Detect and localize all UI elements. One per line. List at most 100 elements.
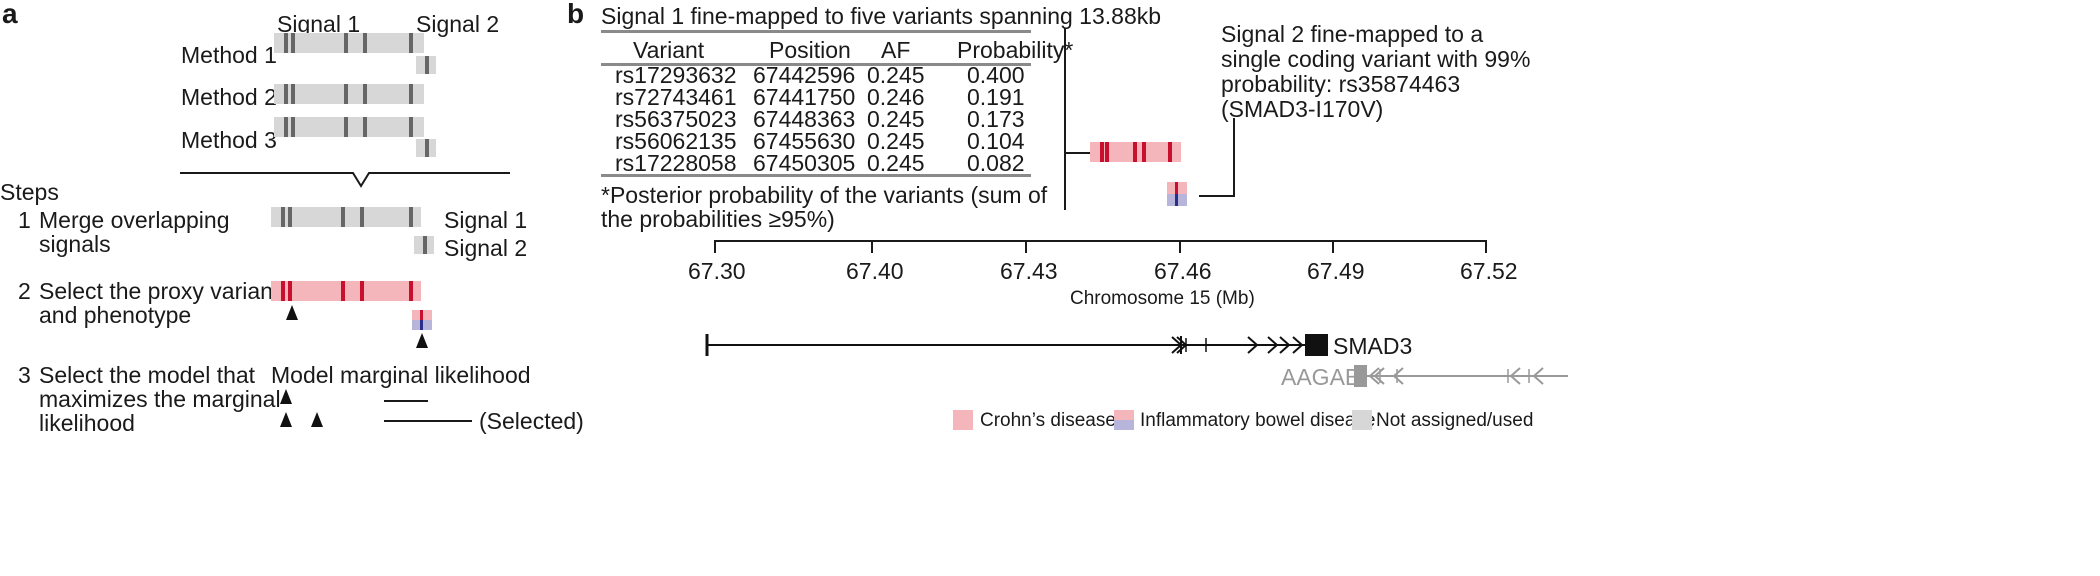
table-cell: 67442596	[753, 62, 856, 88]
table-cell: rs17228058	[615, 150, 737, 176]
legend-label-ibd: Inflammatory bowel disease	[1140, 410, 1376, 431]
table-cell: 0.245	[867, 62, 925, 88]
axis-tick-1	[714, 240, 716, 253]
proxy-signal2-bar	[412, 310, 432, 330]
col-variant: Variant	[633, 37, 705, 63]
method-1-signal2-bar	[416, 56, 436, 74]
table-cell: 67441750	[753, 84, 856, 110]
table-cell: 0.400	[967, 62, 1025, 88]
table-cell: 0.245	[867, 128, 925, 154]
table-row: rs17293632 67442596 0.245 0.400	[615, 62, 1077, 88]
table-cell: 0.191	[967, 84, 1025, 110]
signal2-header: Signal 2	[416, 11, 500, 37]
step-1-text-line2: signals	[39, 231, 111, 257]
table-cell: 0.173	[967, 106, 1025, 132]
table-title: Signal 1 fine-mapped to five variants sp…	[601, 3, 1162, 29]
merged-signal2-label: Signal 2	[444, 235, 528, 261]
axis-tick-label-1: 67.30	[688, 258, 746, 284]
table-row: rs72743461 67441750 0.246 0.191	[615, 84, 1077, 110]
proxy-marker-signal2	[416, 333, 428, 348]
col-af: AF	[881, 37, 911, 63]
merge-bracket	[180, 172, 510, 188]
chromosome-axis	[714, 240, 1486, 242]
aagab-gene-label: AAGAB	[1281, 364, 1361, 390]
axis-tick-label-6: 67.52	[1460, 258, 1518, 284]
col-probability: Probability*	[957, 37, 1074, 63]
model-likelihood-header: Model marginal likelihood	[271, 362, 531, 388]
model-2-marker-b	[311, 412, 323, 427]
step-1-number: 1	[18, 207, 31, 233]
signal2-note-line1: Signal 2 fine-mapped to a	[1221, 21, 1484, 47]
signal2-connector-stub	[1199, 195, 1233, 197]
signal2-note-line4: (SMAD3-I170V)	[1221, 96, 1384, 122]
method-1-label: Method 1	[181, 42, 277, 68]
model-1-marker	[280, 389, 292, 404]
step-3-text-line1: Select the model that	[39, 362, 256, 388]
merged-signal1-label: Signal 1	[444, 207, 528, 233]
selected-label: (Selected)	[479, 408, 584, 434]
signal1-header: Signal 1	[277, 11, 361, 37]
signal2-note-line2: single coding variant with 99%	[1221, 46, 1531, 72]
axis-tick-5	[1332, 240, 1334, 253]
panel-b-label: b	[567, 0, 585, 29]
table-cell: 0.104	[967, 128, 1025, 154]
legend-swatch-unassigned	[1352, 410, 1372, 430]
table-cell: 67450305	[753, 150, 856, 176]
steps-title: Steps	[0, 179, 59, 205]
method-1-signal1-bar	[274, 33, 424, 53]
variant-rows: rs17293632 67442596 0.245 0.400 rs72743461 67…	[615, 62, 1077, 176]
axis-tick-4	[1179, 240, 1181, 253]
axis-tick-6	[1485, 240, 1487, 253]
step-3-text-line2: maximizes the marginal	[39, 386, 281, 412]
table-cell: 67455630	[753, 128, 856, 154]
legend-swatch-crohns	[953, 410, 973, 430]
model-1-likelihood-line	[384, 400, 428, 402]
method-3-signal1-bar	[274, 117, 424, 137]
table-bottom-rule	[601, 174, 1031, 177]
axis-label: Chromosome 15 (Mb)	[1070, 288, 1255, 309]
aagab-gene-track	[1354, 365, 1568, 387]
table-cell: 67448363	[753, 106, 856, 132]
axis-tick-label-2: 67.40	[846, 258, 904, 284]
footnote-line2: the probabilities ≥95%)	[601, 206, 835, 232]
table-cell: 0.245	[867, 106, 925, 132]
axis-tick-label-5: 67.49	[1307, 258, 1365, 284]
legend-label-crohns: Crohn’s disease	[980, 410, 1116, 431]
axis-tick-label-4: 67.46	[1154, 258, 1212, 284]
table-cell: 0.245	[867, 150, 925, 176]
signal1-connector	[1064, 28, 1066, 210]
variant-table: Variant Position AF Probability*	[615, 37, 1073, 68]
merged-signal1-bar	[271, 207, 421, 227]
merged-signal2-bar	[414, 236, 434, 254]
table-header-row: Variant Position AF Probability*	[615, 37, 1073, 68]
method-3-signal2-bar	[416, 139, 436, 157]
panel-a-label: a	[2, 0, 18, 29]
proxy-signal1-bar	[271, 281, 421, 301]
signal2-connector	[1233, 118, 1235, 197]
step-3-number: 3	[18, 362, 31, 388]
table-cell: rs17293632	[615, 62, 737, 88]
model-2-marker-a	[280, 412, 292, 427]
table-row: rs56375023 67448363 0.245 0.173	[615, 106, 1077, 132]
signal1-locus-bar	[1090, 142, 1181, 162]
table-top-rule	[601, 30, 1031, 33]
table-cell: 0.082	[967, 150, 1025, 176]
col-position: Position	[769, 37, 851, 63]
model-2-likelihood-line	[384, 420, 472, 422]
step-2-text-line1: Select the proxy variant	[39, 278, 280, 304]
axis-tick-3	[1025, 240, 1027, 253]
table-row: rs56062135 67455630 0.245 0.104	[615, 128, 1077, 154]
table-cell: 0.246	[867, 84, 925, 110]
smad3-gene-track	[705, 334, 1328, 356]
signal2-note-line3: probability: rs35874463	[1221, 71, 1461, 97]
step-3-text-line3: likelihood	[39, 410, 135, 436]
smad3-gene-label: SMAD3	[1333, 333, 1413, 359]
table-cell: rs56062135	[615, 128, 737, 154]
table-cell: rs56375023	[615, 106, 737, 132]
method-2-bar	[274, 84, 424, 104]
table-header-rule	[601, 63, 1031, 66]
step-2-text-line2: and phenotype	[39, 302, 192, 328]
method-2-label: Method 2	[181, 84, 277, 110]
legend-swatch-ibd	[1114, 410, 1134, 430]
proxy-marker-signal1	[286, 305, 298, 320]
